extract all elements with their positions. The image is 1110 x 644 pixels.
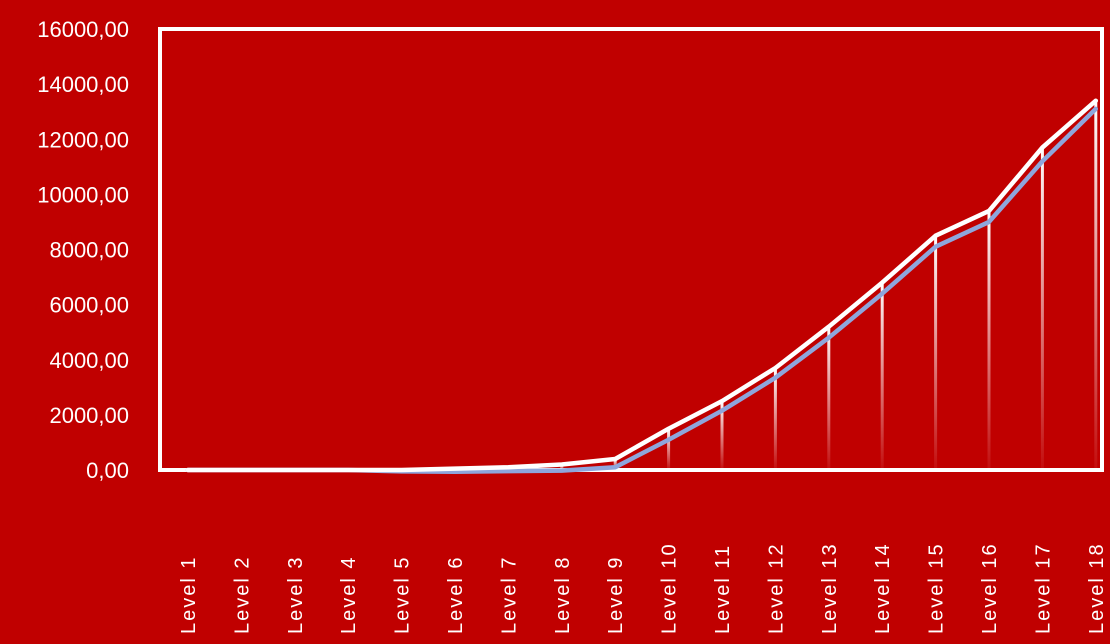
series-2-point (827, 336, 830, 339)
series-2-point (1041, 160, 1044, 163)
drop-line (667, 428, 671, 470)
plot-frame (158, 27, 1104, 472)
series-2-point (987, 220, 991, 224)
x-tick-label: Level 4 (338, 556, 360, 635)
x-axis: Level 1 Level 2 Level 3 Level 4 Level 5 Level… (178, 542, 1108, 634)
x-tick-label: Level 18 (1086, 542, 1108, 634)
series-1-point (987, 209, 991, 213)
drop-lines-layer (453, 100, 1098, 471)
series-1-point (934, 234, 937, 237)
y-tick-label: 10000,00 (37, 182, 129, 207)
y-tick-label: 16000,00 (37, 17, 129, 42)
series-line-2 (185, 106, 1099, 474)
y-tick-label: 6000,00 (49, 293, 129, 318)
series-1-point (453, 467, 457, 470)
drop-line (827, 326, 831, 470)
x-tick-label: Level 14 (872, 542, 894, 634)
series-2-point (774, 376, 777, 379)
x-tick-label: Level 10 (659, 542, 681, 634)
x-tick-label: Level 13 (819, 542, 841, 634)
drop-line (880, 282, 884, 470)
series-1-point (507, 466, 510, 469)
series-layer (185, 98, 1099, 474)
series-1-point (560, 463, 563, 466)
x-tick-label: Level 1 (178, 556, 200, 635)
x-tick-label: Level 6 (445, 556, 467, 635)
x-tick-label: Level 15 (926, 542, 948, 634)
drop-line (773, 368, 777, 470)
drop-line (560, 464, 564, 470)
series-2-point (453, 470, 457, 473)
x-tick-label: Level 3 (285, 556, 307, 635)
drop-line (1094, 100, 1098, 470)
series-1-point (827, 325, 830, 328)
x-tick-label: Level 11 (712, 544, 734, 634)
x-tick-label: Level 2 (231, 556, 253, 635)
y-tick-label: 12000,00 (37, 127, 129, 152)
series-1-point (720, 399, 724, 403)
series-1-point (667, 427, 670, 430)
x-tick-label: Level 5 (392, 556, 414, 635)
y-tick-label: 14000,00 (37, 72, 129, 97)
drop-line (613, 458, 617, 470)
x-tick-label: Level 12 (765, 542, 787, 634)
y-tick-label: 2000,00 (49, 403, 129, 428)
series-2-point (667, 438, 670, 441)
series-1-point (1094, 99, 1098, 102)
drop-line (720, 401, 724, 470)
series-2-point (881, 292, 884, 295)
drop-line (934, 235, 938, 470)
x-tick-label: Level 17 (1032, 542, 1054, 634)
y-axis: 0,00 2000,00 4000,00 6000,00 8000,00 10000,00… (37, 17, 129, 483)
series-2-point (720, 409, 724, 412)
series-2-point (934, 245, 937, 248)
plot-frame-layer (158, 27, 1104, 472)
series-2-point (560, 469, 563, 472)
series-1-point (186, 468, 190, 472)
drop-line (987, 210, 991, 470)
series-2-point (614, 466, 617, 469)
drop-line (1040, 147, 1044, 471)
series-1-point (400, 468, 403, 472)
series-2-point (507, 469, 510, 473)
series-2-point (1094, 107, 1098, 111)
x-tick-label: Level 8 (552, 556, 574, 635)
series-line-1 (185, 98, 1099, 473)
series-1-point (881, 281, 884, 284)
y-tick-label: 8000,00 (49, 238, 129, 263)
x-tick-label: Level 7 (498, 556, 520, 635)
series-1-point (240, 468, 243, 472)
y-tick-label: 4000,00 (49, 348, 129, 373)
series-1-point (347, 468, 350, 472)
series-1-point (614, 457, 617, 461)
series-1-point (293, 468, 296, 472)
series-1-point (1041, 146, 1044, 149)
x-tick-label: Level 9 (605, 556, 627, 635)
x-tick-label: Level 16 (979, 542, 1001, 634)
y-tick-label: 0,00 (86, 458, 129, 483)
series-1-point (774, 366, 777, 370)
